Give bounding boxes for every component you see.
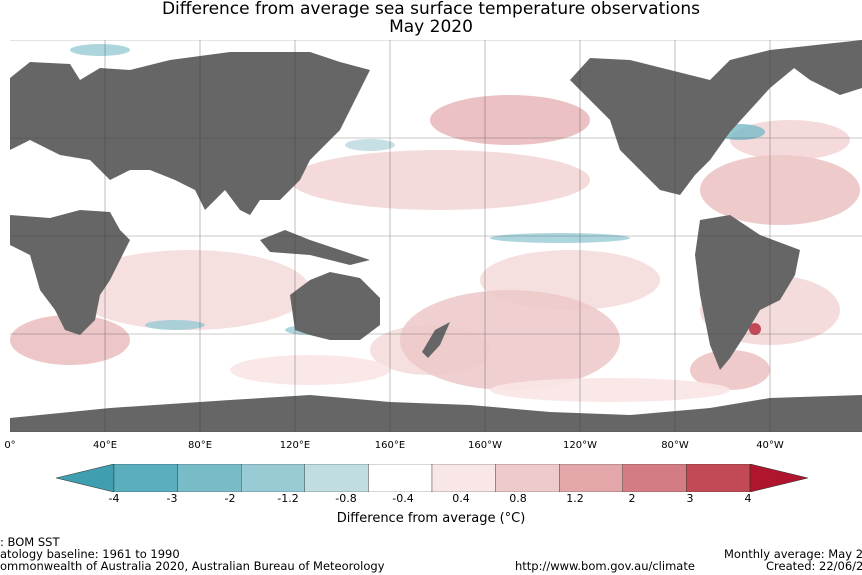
indonesia-land [260,230,370,265]
new-zealand-land [422,322,450,358]
land-masses [10,40,862,432]
australia-land [290,272,380,340]
map-subtitle: May 2020 [389,17,473,37]
footer-created: Created: 22/06/2 [766,559,862,573]
lon-tick-160e: 160°E [374,440,406,451]
colorbar-tick: 3 [686,492,694,505]
colorbar-tick: 0.8 [509,492,527,505]
colorbar-extend-high [749,464,808,492]
colorbar-tick: -1.2 [277,492,299,505]
colorbar-tick: -3 [166,492,178,505]
lon-tick-40w: 40°W [756,440,784,451]
south-america-land [695,215,800,370]
footer-monthly: Monthly average: May 2 [724,547,862,561]
colorbar-tick: -0.8 [335,492,357,505]
map-title: Difference from average sea surface temp… [161,0,701,19]
colorbar-segment [304,464,369,492]
colorbar-tick: -0.4 [392,492,414,505]
colorbar-segment [495,464,560,492]
colorbar-tick: 4 [744,492,752,505]
colorbar-segment [113,464,178,492]
lon-tick-80e: 80°E [187,440,213,451]
footer-url: http://www.bom.gov.au/climate [515,559,695,573]
colorbar-label: Difference from average (°C) [336,511,526,526]
colorbar-tick: 2 [628,492,636,505]
lon-tick-120w: 120°W [563,440,597,451]
greenland-land [770,40,862,95]
footer-source: : BOM SST [0,535,60,549]
colorbar-extend-low [56,464,115,492]
lon-tick-40e: 40°E [92,440,118,451]
colorbar-tick: -2 [224,492,236,505]
eurasia-land [10,52,370,215]
lon-tick-0: 0° [4,440,16,451]
colorbar-segment [559,464,624,492]
anomaly-shading [10,44,860,402]
colorbar-segment [240,464,305,492]
graticule [10,40,862,432]
colorbar-tick: 0.4 [452,492,470,505]
colorbar-segment [177,464,242,492]
lon-tick-120e: 120°E [279,440,311,451]
lon-tick-80w: 80°W [661,440,689,451]
colorbar-segment [622,464,687,492]
africa-land [10,210,130,335]
sst-anomaly-map [10,40,862,432]
colorbar-segment [686,464,751,492]
footer-baseline: atology baseline: 1961 to 1990 [0,547,180,561]
colorbar-tick: -4 [108,492,120,505]
antarctica-land [10,395,862,432]
colorbar [56,464,808,492]
footer-copyright: ommonwealth of Australia 2020, Australia… [0,559,385,573]
north-america-land [570,50,810,195]
colorbar-tick: 1.2 [566,492,584,505]
colorbar-segment [431,464,496,492]
lon-tick-160w: 160°W [468,440,502,451]
colorbar-segment [368,464,433,492]
